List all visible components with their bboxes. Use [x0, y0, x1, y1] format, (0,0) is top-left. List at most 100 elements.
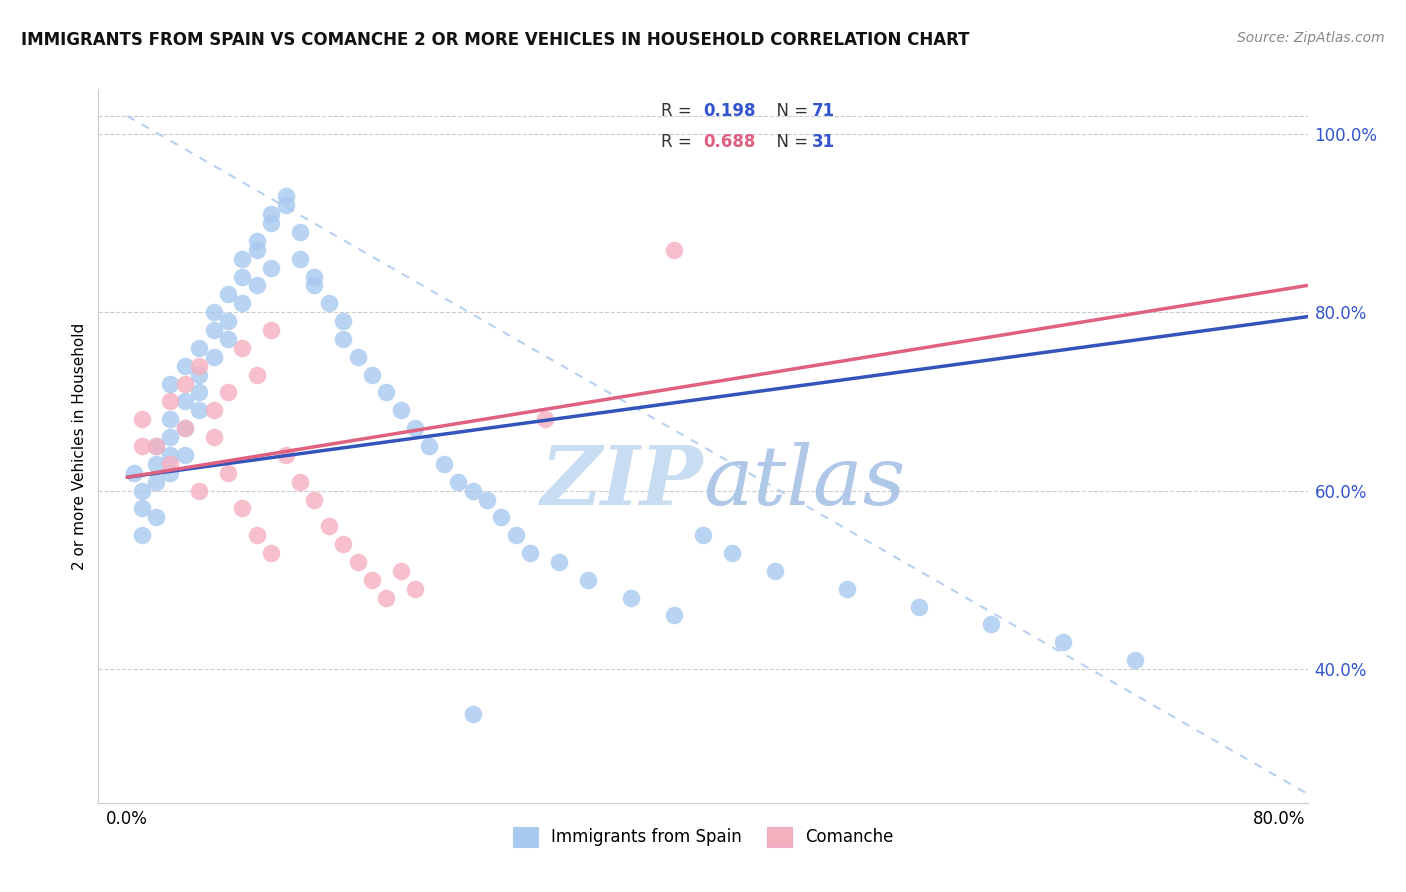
Point — [548, 555, 571, 569]
Point — [692, 528, 714, 542]
Point — [246, 528, 269, 542]
Text: R =: R = — [661, 134, 697, 152]
Point — [475, 492, 498, 507]
Text: 0.688: 0.688 — [703, 134, 755, 152]
Point — [131, 439, 153, 453]
Point — [159, 457, 181, 471]
Point — [217, 332, 239, 346]
Point — [202, 350, 225, 364]
Legend: Immigrants from Spain, Comanche: Immigrants from Spain, Comanche — [501, 815, 905, 859]
Point — [188, 403, 211, 417]
Point — [145, 439, 167, 453]
Point — [375, 591, 398, 605]
Point — [505, 528, 527, 542]
Point — [202, 305, 225, 319]
Point — [188, 359, 211, 373]
Point — [159, 394, 181, 409]
Point — [389, 403, 412, 417]
Point — [124, 466, 146, 480]
Point — [980, 617, 1002, 632]
Point — [304, 278, 326, 293]
Point — [274, 189, 297, 203]
Point — [418, 439, 440, 453]
Point — [173, 376, 195, 391]
Point — [231, 341, 253, 355]
Point — [404, 421, 426, 435]
Point — [188, 341, 211, 355]
Point — [1052, 635, 1074, 649]
Point — [835, 582, 858, 596]
Point — [173, 448, 195, 462]
Y-axis label: 2 or more Vehicles in Household: 2 or more Vehicles in Household — [72, 322, 87, 570]
Point — [533, 412, 555, 426]
Point — [159, 376, 181, 391]
Point — [159, 448, 181, 462]
Point — [217, 466, 239, 480]
Point — [260, 260, 283, 275]
Point — [288, 475, 311, 489]
Point — [491, 510, 513, 524]
Text: N =: N = — [766, 134, 813, 152]
Point — [145, 457, 167, 471]
Point — [231, 252, 253, 266]
Text: ZIP: ZIP — [540, 442, 703, 522]
Text: IMMIGRANTS FROM SPAIN VS COMANCHE 2 OR MORE VEHICLES IN HOUSEHOLD CORRELATION CH: IMMIGRANTS FROM SPAIN VS COMANCHE 2 OR M… — [21, 31, 970, 49]
Point — [260, 216, 283, 230]
Point — [664, 243, 686, 257]
Text: R =: R = — [661, 102, 697, 120]
Point — [461, 706, 484, 721]
Point — [519, 546, 541, 560]
Point — [433, 457, 456, 471]
Point — [461, 483, 484, 498]
Point — [173, 394, 195, 409]
Text: 31: 31 — [811, 134, 835, 152]
Point — [404, 582, 426, 596]
Point — [231, 296, 253, 310]
Point — [131, 528, 153, 542]
Point — [131, 483, 153, 498]
Point — [202, 430, 225, 444]
Point — [260, 323, 283, 337]
Point — [304, 492, 326, 507]
Text: Source: ZipAtlas.com: Source: ZipAtlas.com — [1237, 31, 1385, 45]
Point — [145, 510, 167, 524]
Point — [217, 287, 239, 301]
Point — [664, 608, 686, 623]
Point — [304, 269, 326, 284]
Point — [145, 475, 167, 489]
Point — [260, 546, 283, 560]
Point — [318, 519, 340, 533]
Point — [188, 483, 211, 498]
Point — [361, 573, 384, 587]
Point — [188, 385, 211, 400]
Point — [288, 225, 311, 239]
Point — [173, 421, 195, 435]
Point — [231, 269, 253, 284]
Point — [246, 243, 269, 257]
Point — [318, 296, 340, 310]
Point — [332, 314, 354, 328]
Point — [908, 599, 931, 614]
Point — [274, 198, 297, 212]
Point — [173, 421, 195, 435]
Point — [763, 564, 786, 578]
Point — [217, 314, 239, 328]
Point — [361, 368, 384, 382]
Point — [246, 278, 269, 293]
Point — [274, 448, 297, 462]
Point — [131, 412, 153, 426]
Point — [202, 323, 225, 337]
Point — [131, 501, 153, 516]
Point — [246, 234, 269, 248]
Text: 0.198: 0.198 — [703, 102, 755, 120]
Text: atlas: atlas — [703, 442, 905, 522]
Point — [389, 564, 412, 578]
Point — [346, 350, 368, 364]
Point — [576, 573, 599, 587]
Point — [447, 475, 470, 489]
Point — [173, 359, 195, 373]
Text: N =: N = — [766, 102, 813, 120]
Point — [288, 252, 311, 266]
Text: 71: 71 — [811, 102, 835, 120]
Point — [346, 555, 368, 569]
